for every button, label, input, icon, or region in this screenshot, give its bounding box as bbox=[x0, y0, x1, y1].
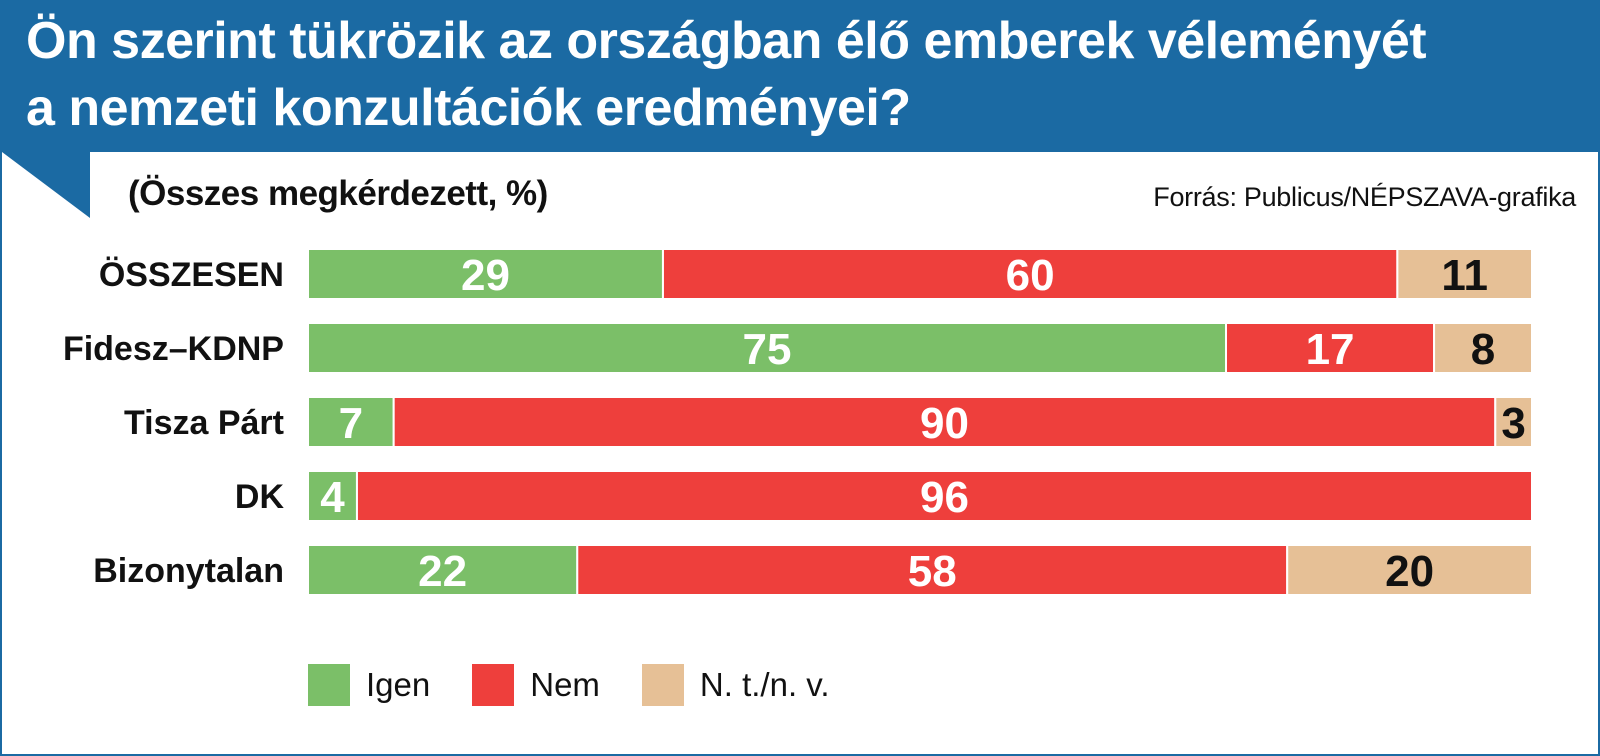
stacked-bar-chart: ÖSSZESEN 29 60 11 Fidesz–KDNP 75 17 8 Tisza Párt… bbox=[63, 248, 1534, 596]
legend-item-nem: Nem bbox=[472, 664, 600, 706]
bar-nem-bizonytalan bbox=[576, 544, 1289, 596]
value-label-nem-dk: 96 bbox=[920, 473, 969, 522]
bar-igen-dk bbox=[307, 470, 358, 522]
bar-nem-tisza-part bbox=[392, 396, 1497, 448]
category-label-dk: DK bbox=[235, 478, 285, 516]
category-label-osszesen: ÖSSZESEN bbox=[99, 256, 284, 294]
value-label-igen-osszesen: 29 bbox=[461, 251, 510, 300]
bar-n-t-n-v-fidesz-kdnp bbox=[1433, 322, 1533, 374]
legend-swatch-nem bbox=[472, 664, 515, 706]
legend-swatch-n-t-n-v bbox=[641, 664, 684, 706]
value-label-n-t-n-v-bizonytalan: 20 bbox=[1385, 547, 1434, 596]
value-label-igen-bizonytalan: 22 bbox=[418, 547, 467, 596]
source-note: Forrás: Publicus/NÉPSZAVA-grafika bbox=[1153, 182, 1576, 212]
chart-title: Ön szerint tükrözik az országban élő emb… bbox=[26, 8, 1586, 142]
value-label-n-t-n-v-fidesz-kdnp: 8 bbox=[1471, 325, 1495, 374]
value-label-igen-fidesz-kdnp: 75 bbox=[743, 325, 792, 374]
speech-pointer-icon bbox=[2, 152, 90, 218]
value-label-nem-fidesz-kdnp: 17 bbox=[1306, 325, 1355, 374]
value-label-n-t-n-v-tisza-part: 3 bbox=[1501, 399, 1525, 448]
legend-label-igen: Igen bbox=[366, 666, 431, 703]
category-label-tisza-part: Tisza Párt bbox=[124, 404, 284, 442]
value-label-nem-tisza-part: 90 bbox=[920, 399, 969, 448]
legend-item-n-t-n-v: N. t./n. v. bbox=[641, 664, 830, 706]
legend-item-igen: Igen bbox=[308, 664, 430, 706]
chart-legend: Igen Nem N. t./n. v. bbox=[308, 664, 872, 706]
bar-nem-dk bbox=[355, 470, 1534, 522]
value-label-igen-dk: 4 bbox=[320, 473, 345, 522]
value-label-nem-bizonytalan: 58 bbox=[908, 547, 957, 596]
value-label-nem-osszesen: 60 bbox=[1006, 251, 1055, 300]
bar-n-t-n-v-tisza-part bbox=[1494, 396, 1534, 448]
legend-label-n-t-n-v: N. t./n. v. bbox=[699, 666, 830, 703]
category-label-bizonytalan: Bizonytalan bbox=[93, 552, 284, 590]
chart-title-line-2: a nemzeti konzultációk eredményei? bbox=[26, 79, 911, 137]
bar-n-t-n-v-bizonytalan bbox=[1286, 544, 1533, 596]
bar-nem-fidesz-kdnp bbox=[1225, 322, 1436, 374]
bar-igen-osszesen bbox=[307, 248, 664, 300]
value-label-igen-tisza-part: 7 bbox=[339, 399, 363, 448]
chart-title-line-1: Ön szerint tükrözik az országban élő emb… bbox=[26, 12, 1427, 70]
category-label-fidesz-kdnp: Fidesz–KDNP bbox=[63, 330, 284, 368]
bar-igen-fidesz-kdnp bbox=[307, 322, 1227, 374]
bar-igen-bizonytalan bbox=[307, 544, 579, 596]
header-banner: Ön szerint tükrözik az országban élő emb… bbox=[2, 2, 1598, 152]
legend-swatch-igen bbox=[308, 664, 350, 706]
bar-n-t-n-v-osszesen bbox=[1396, 248, 1533, 300]
chart-subtitle: (Összes megkérdezett, %) bbox=[128, 174, 548, 213]
value-label-n-t-n-v-osszesen: 11 bbox=[1441, 251, 1488, 300]
bar-nem-osszesen bbox=[661, 248, 1399, 300]
legend-label-nem: Nem bbox=[530, 666, 600, 703]
